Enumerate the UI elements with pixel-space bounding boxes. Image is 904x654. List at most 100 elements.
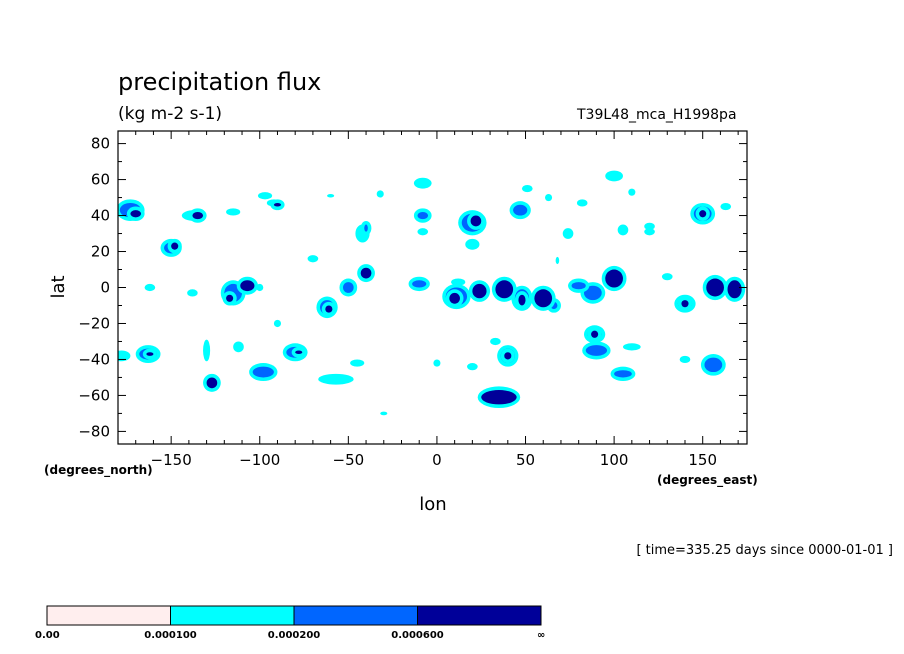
y-tick-label: −80: [78, 422, 110, 440]
precip-cell-27: [360, 267, 372, 279]
precip-cell-74: [376, 190, 384, 198]
y-units-label: (degrees_north): [44, 463, 153, 478]
chart-title: precipitation flux: [118, 68, 321, 96]
precip-cell-38: [472, 283, 487, 299]
precip-cell-60: [614, 370, 632, 378]
x-tick-label: −50: [333, 451, 365, 469]
precip-cell-16: [146, 352, 154, 356]
precip-cell-1: [130, 210, 142, 218]
precip-cell-46: [513, 204, 528, 216]
precip-cell-11: [226, 294, 234, 302]
contour-fills: [118, 170, 746, 416]
precip-cell-29: [364, 224, 368, 232]
precip-cell-75: [327, 193, 335, 198]
y-tick-label: 0: [100, 279, 110, 297]
precip-cell-33: [417, 211, 429, 220]
colorbar-label-3: 0.000600: [391, 630, 444, 641]
colorbar-label-4: ∞: [537, 630, 545, 641]
precip-cell-76: [679, 355, 691, 364]
precip-cell-26: [307, 255, 319, 263]
precip-cell-6: [226, 208, 241, 216]
precip-cell-56: [605, 170, 623, 182]
colorbar-label-2: 0.000200: [268, 630, 321, 641]
precip-cell-20: [252, 366, 274, 378]
precip-cell-9: [273, 202, 282, 207]
precip-cell-81: [661, 273, 673, 281]
precip-cell-59: [585, 345, 608, 356]
precip-cell-70: [720, 202, 732, 211]
precip-cell-58: [591, 330, 599, 338]
precip-cell-25: [325, 305, 333, 313]
precip-cell-7: [257, 192, 273, 200]
x-tick-label: −150: [151, 451, 192, 469]
precip-cell-55: [605, 269, 623, 288]
precip-cell-37: [451, 278, 466, 286]
precip-cell-85: [571, 282, 586, 290]
precip-cell-42: [534, 289, 553, 308]
precip-cell-68: [617, 224, 629, 236]
precip-cell-53: [562, 228, 574, 239]
precip-cell-82: [187, 289, 198, 297]
precip-cell-64: [699, 210, 707, 218]
y-tick-label: −20: [78, 314, 110, 332]
precip-cell-83: [644, 222, 655, 230]
precip-cell-54: [583, 285, 602, 301]
colorbar-swatch-1: [170, 605, 295, 626]
colorbar-swatch-0: [46, 605, 171, 626]
precip-cell-77: [433, 359, 441, 367]
y-tick-label: −40: [78, 350, 110, 368]
run-label: T39L48_mca_H1998pa: [576, 107, 737, 123]
x-tick-label: −100: [239, 451, 280, 469]
colorbar-label-0: 0.00: [35, 630, 60, 641]
precip-cell-65: [706, 278, 724, 297]
chart-units: (kg m-2 s-1): [118, 104, 222, 124]
precip-cell-67: [704, 357, 723, 373]
precip-cell-66: [727, 280, 742, 299]
x-units-label: (degrees_east): [657, 473, 758, 488]
precip-cell-31: [412, 280, 427, 288]
precip-cell-79: [350, 359, 365, 367]
y-tick-label: 20: [91, 243, 110, 261]
y-tick-label: 40: [91, 207, 110, 225]
colorbar: 0.00 0.000100 0.000200 0.000600 ∞: [35, 605, 545, 641]
y-tick-label: 60: [91, 171, 110, 189]
precip-cell-14: [118, 350, 131, 362]
colorbar-label-1: 0.000100: [144, 630, 197, 641]
y-axis: 80 60 40 20 0 −20 −40 −60 −80: [78, 135, 747, 440]
plot-border: [117, 130, 748, 445]
y-tick-label: 80: [91, 135, 110, 153]
time-note: [ time=335.25 days since 0000-01-01 ]: [636, 543, 893, 558]
precip-cell-22: [295, 350, 303, 355]
precip-cell-17: [203, 339, 211, 362]
x-axis: −150 −100 −50 0 50 100 150: [135, 131, 739, 469]
precip-cell-39: [495, 280, 514, 299]
x-tick-label: 50: [516, 451, 535, 469]
precip-cell-62: [681, 300, 689, 308]
x-axis-label: lon: [419, 494, 446, 515]
plot-frame: [117, 130, 748, 445]
precip-cell-73: [380, 411, 388, 416]
x-tick-label: 0: [432, 451, 442, 469]
precip-cell-23: [318, 373, 354, 385]
colorbar-swatch-2: [293, 605, 418, 626]
precip-cell-45: [465, 238, 480, 250]
precip-cell-52: [576, 199, 588, 207]
precip-cell-18: [206, 377, 218, 389]
precip-cell-80: [490, 337, 501, 346]
precip-cell-34: [417, 228, 429, 236]
y-tick-label: −60: [78, 386, 110, 404]
x-tick-label: 150: [688, 451, 717, 469]
colorbar-swatch-3: [417, 605, 542, 626]
precip-cell-32: [413, 177, 432, 189]
x-tick-label: 100: [600, 451, 629, 469]
precip-cell-47: [521, 184, 533, 193]
precip-cell-87: [555, 256, 560, 265]
precip-cell-44: [470, 215, 482, 227]
precip-cell-19: [233, 341, 244, 353]
precip-cell-36: [449, 292, 460, 304]
precip-cell-88: [628, 188, 636, 196]
precip-cell-84: [273, 319, 282, 328]
precip-cell-48: [481, 390, 517, 405]
precip-cell-5: [192, 211, 204, 220]
